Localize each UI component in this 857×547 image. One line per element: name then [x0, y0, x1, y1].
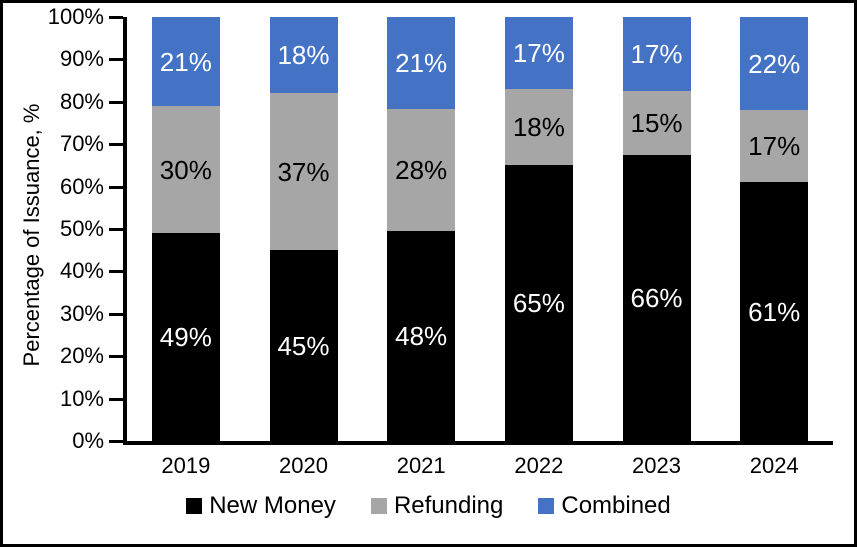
bar-segment: 66% [622, 155, 691, 441]
y-tick-label: 10% [59, 386, 104, 411]
y-tick-mark [109, 186, 123, 189]
bar-segment: 22% [740, 17, 809, 111]
x-axis-label: 2021 [396, 453, 446, 478]
bar-segment: 21% [387, 17, 456, 109]
bar-stack: 21% 28% 48% [387, 17, 456, 441]
bar-segment: 37% [269, 93, 338, 251]
bar-segment-label: 15% [630, 107, 683, 138]
legend-label: Combined [561, 492, 671, 519]
bar-segment: 18% [504, 89, 573, 166]
bar-segment: 30% [151, 106, 220, 234]
bar-stack: 18% 37% 45% [269, 17, 338, 441]
y-tick-label: 30% [59, 301, 104, 326]
bar-segment-label: 30% [159, 154, 212, 185]
y-tick-label: 80% [59, 89, 104, 114]
bar-segment-label: 21% [395, 47, 448, 78]
bar-segment-label: 17% [748, 131, 801, 162]
bar-column-2023: 17% 15% 66% [598, 17, 716, 441]
bar-segment-label: 45% [277, 330, 330, 361]
y-tick-label: 60% [59, 174, 104, 199]
bar-segment-label: 17% [512, 38, 565, 69]
plot-area: 21% 30% 49% 18% 37% 45% 21% 28% 48% 17% 18% 65% 17% 1… [123, 17, 833, 445]
y-tick-mark [109, 355, 123, 358]
legend-item: Refunding [370, 492, 504, 520]
bar-stack: 17% 15% 66% [622, 17, 691, 441]
y-tick-mark [109, 101, 123, 104]
x-axis-label: 2020 [279, 453, 328, 478]
bar-column-2019: 21% 30% 49% [127, 17, 245, 441]
bar-segment-label: 21% [159, 46, 212, 77]
y-tick-label: 50% [59, 216, 104, 241]
x-axis-label: 2022 [514, 453, 564, 478]
bar-segment: 28% [387, 108, 456, 232]
x-axis-label: 2019 [161, 453, 211, 478]
bar-segment: 15% [622, 90, 691, 156]
bar-segment-label: 66% [630, 283, 683, 314]
y-tick-mark [109, 143, 123, 146]
bar-column-2022: 17% 18% 65% [480, 17, 598, 441]
bar-segment: 21% [151, 17, 220, 107]
bar-segment: 17% [504, 17, 573, 90]
bar-segment-label: 61% [748, 296, 801, 327]
bar-segment-label: 48% [395, 321, 448, 352]
legend-swatch-icon [370, 498, 387, 514]
bar-segment: 18% [269, 17, 338, 94]
y-tick-label: 0% [72, 428, 104, 453]
bar-segment-label: 18% [277, 40, 330, 71]
legend-swatch-icon [538, 498, 555, 514]
bar-segment: 65% [504, 165, 573, 441]
x-axis-label: 2024 [749, 453, 799, 478]
legend-item: New Money [186, 492, 336, 520]
bar-segment: 48% [387, 231, 456, 441]
bar-column-2024: 22% 17% 61% [715, 17, 833, 441]
legend: New Money Refunding Combined [3, 492, 854, 520]
bar-stack: 22% 17% 61% [740, 17, 809, 441]
y-tick-label: 100% [47, 4, 104, 29]
y-tick-mark [109, 440, 123, 443]
bar-segment-label: 18% [512, 112, 565, 143]
y-tick-label: 70% [59, 131, 104, 156]
bar-stack: 17% 18% 65% [504, 17, 573, 441]
legend-swatch-icon [186, 498, 203, 514]
y-tick-mark [109, 270, 123, 273]
bar-segment: 61% [740, 182, 809, 441]
bar-segment-label: 28% [395, 154, 448, 185]
y-tick-label: 40% [59, 258, 104, 283]
legend-item: Combined [538, 492, 671, 520]
bar-column-2020: 18% 37% 45% [245, 17, 363, 441]
bar-segment-label: 17% [630, 38, 683, 69]
y-tick-label: 20% [59, 343, 104, 368]
legend-label: Refunding [393, 492, 504, 519]
bar-segment-label: 37% [277, 156, 330, 187]
x-axis-label: 2023 [632, 453, 681, 478]
bar-segment: 45% [269, 250, 338, 441]
bar-segment-label: 49% [159, 322, 212, 353]
y-tick-mark [109, 228, 123, 231]
bar-column-2021: 21% 28% 48% [362, 17, 480, 441]
y-tick-label: 90% [59, 46, 104, 71]
bar-segment: 49% [151, 233, 220, 441]
y-tick-mark [109, 16, 123, 19]
bar-segment: 17% [622, 17, 691, 91]
bar-segment-label: 65% [512, 288, 565, 319]
legend-label: New Money [209, 492, 336, 519]
y-tick-mark [109, 58, 123, 61]
bar-stack: 21% 30% 49% [151, 17, 220, 441]
y-tick-mark [109, 313, 123, 316]
y-tick-mark [109, 398, 123, 401]
bar-segment: 17% [740, 110, 809, 183]
bar-segment-label: 22% [748, 48, 801, 79]
x-axis-labels: 2019 2020 2021 2022 2023 2024 [127, 453, 833, 479]
